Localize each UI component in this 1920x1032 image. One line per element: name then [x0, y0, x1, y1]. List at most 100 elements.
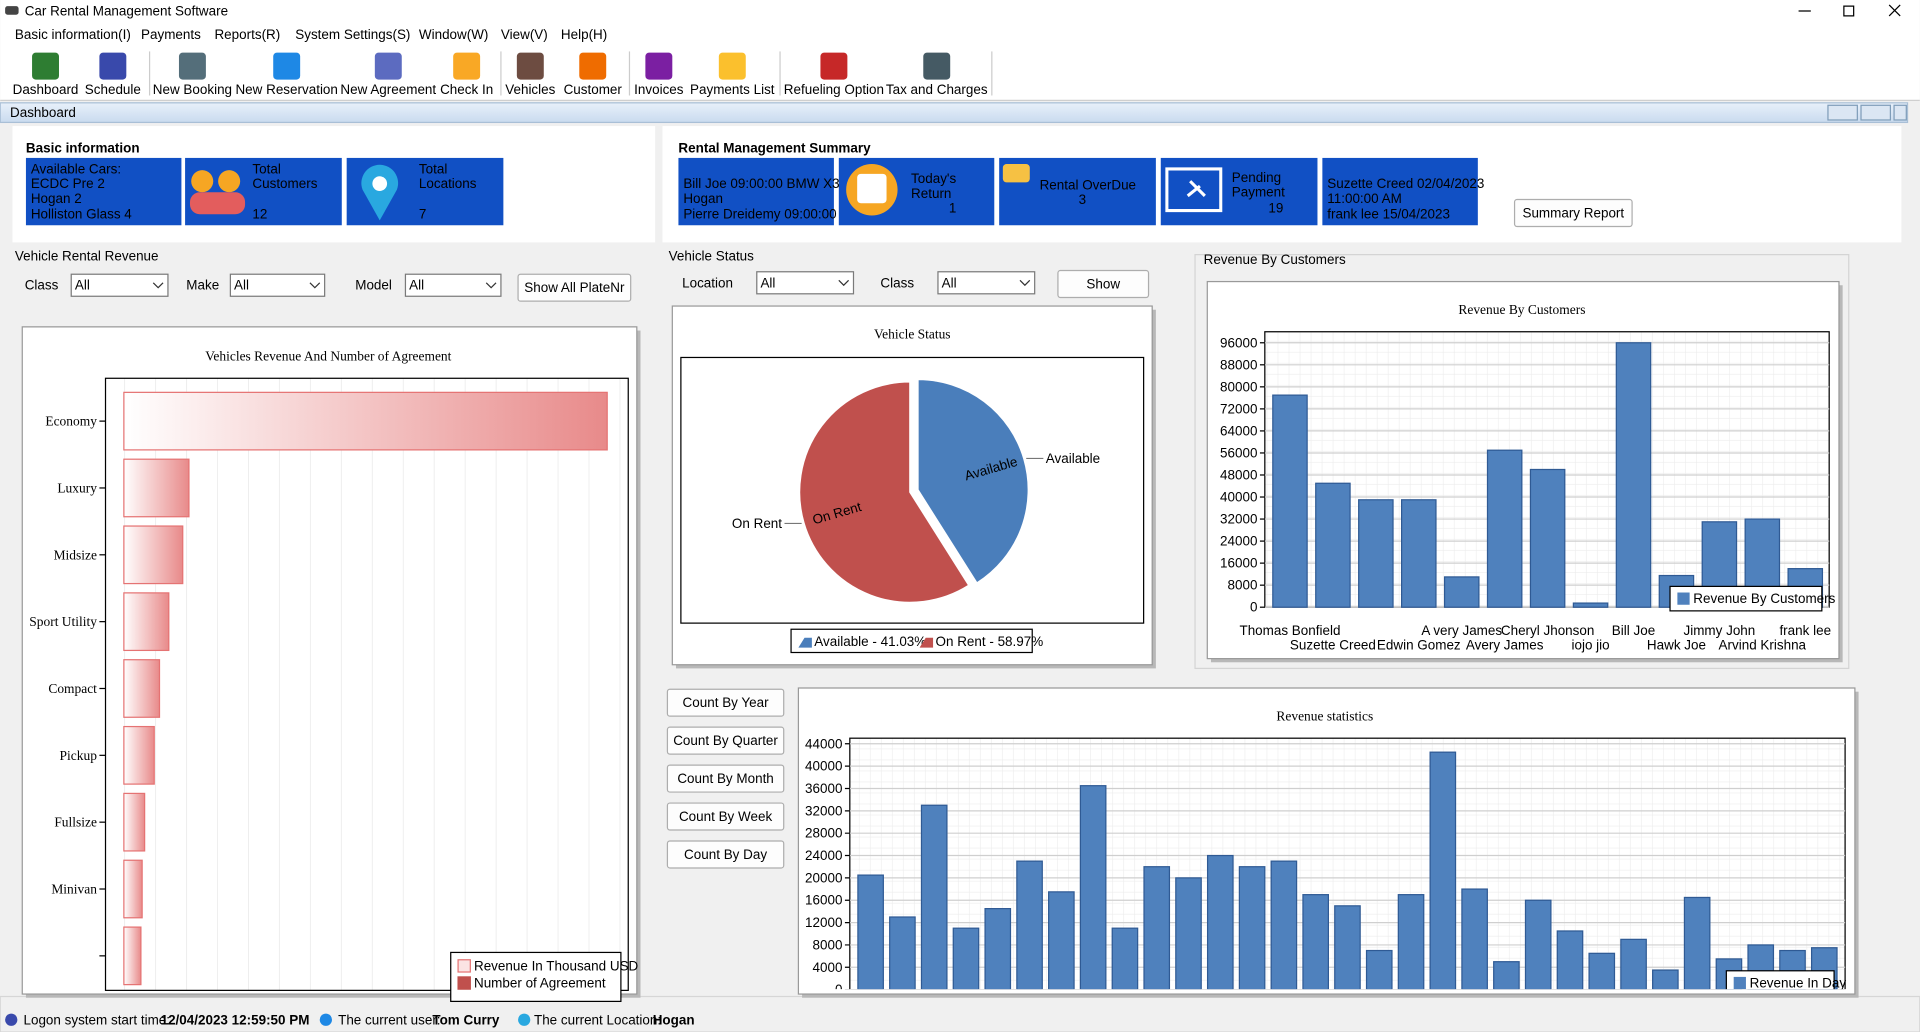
toolbar-button[interactable]: New Reservation	[235, 82, 337, 97]
count-button-label[interactable]: Count By Week	[679, 809, 772, 824]
toolbar-icon[interactable]	[516, 52, 544, 80]
combo-value[interactable]: All	[409, 278, 424, 293]
legend-label: Available - 41.03%	[814, 634, 926, 649]
filter-label: Model	[355, 278, 392, 293]
combo-box[interactable]	[937, 271, 1036, 295]
filter-label: Class	[880, 275, 914, 290]
count-button-label[interactable]: Count By Day	[684, 847, 767, 862]
x-tick-label: Jimmy John	[1683, 623, 1755, 638]
bar	[1652, 969, 1679, 990]
status-value: Tom Curry	[432, 1012, 500, 1027]
bar	[920, 804, 948, 990]
combo-arrow	[1019, 279, 1031, 287]
bar	[1048, 891, 1075, 990]
y-tick-label: Luxury	[57, 480, 97, 495]
filter-label: Class	[25, 278, 59, 293]
summary-button[interactable]	[1513, 198, 1633, 228]
filter-label: Make	[186, 278, 219, 293]
combo-value[interactable]: All	[760, 275, 775, 290]
y-tick-label: Pickup	[60, 748, 98, 763]
toolbar-icon[interactable]	[273, 52, 301, 80]
count-button[interactable]	[666, 688, 785, 717]
tile-text: Pending	[1232, 170, 1281, 185]
tile-text: Available Cars:	[31, 161, 121, 176]
legend-swatch	[1677, 592, 1690, 605]
status-label: The current Location:	[534, 1012, 661, 1027]
bar	[123, 525, 184, 585]
mdi-buttons[interactable]	[1827, 104, 1907, 121]
toolbar-button[interactable]: Vehicles	[505, 82, 555, 97]
x-tick-label: Arvind Krishna	[1719, 638, 1807, 653]
y-tick-label: 28000	[805, 826, 842, 841]
tile-text: frank lee 15/04/2023	[1327, 207, 1450, 222]
toolbar-button[interactable]: Check In	[440, 82, 493, 97]
toolbar-button[interactable]: New Agreement	[340, 82, 436, 97]
count-button-label[interactable]: Count By Year	[683, 695, 770, 710]
plot-group: 0 4000 8000 12000 16000 20000 24000 28000 32000 3…	[805, 736, 1846, 997]
toolbar-icon[interactable]	[645, 52, 673, 80]
menu-item[interactable]: Basic information(I)	[15, 27, 131, 42]
count-button-label[interactable]: Count By Month	[677, 771, 773, 786]
y-tick-label: 80000	[1220, 379, 1257, 394]
toolbar-button[interactable]: Dashboard	[13, 82, 79, 97]
toolbar-icon[interactable]	[374, 52, 402, 80]
menu-item[interactable]: Reports(R)	[214, 27, 280, 42]
tile-text: Customers	[252, 176, 317, 191]
combo-value[interactable]: All	[234, 278, 249, 293]
menu-item[interactable]: System Settings(S)	[295, 27, 410, 42]
tab-strip	[0, 102, 1909, 124]
toolbar-icon[interactable]	[99, 52, 127, 80]
toolbar-icon[interactable]	[923, 52, 951, 80]
combo-box[interactable]	[70, 273, 169, 297]
combo-value[interactable]: All	[75, 278, 90, 293]
menu-item[interactable]: View(V)	[501, 27, 548, 42]
toolbar-button[interactable]: Refueling Option	[784, 82, 884, 97]
toolbar-button[interactable]: New Booking	[153, 82, 232, 97]
toolbar-button[interactable]: Customer	[564, 82, 623, 97]
y-tick-label: 40000	[805, 759, 842, 774]
count-button[interactable]	[666, 764, 785, 793]
toolbar-button[interactable]: Payments List	[690, 82, 775, 97]
group-box	[1194, 254, 1850, 670]
count-button-label[interactable]: Count By Quarter	[673, 733, 778, 748]
bar	[1620, 938, 1647, 990]
show-button[interactable]	[1057, 269, 1150, 299]
tile-value: 3	[1079, 192, 1086, 207]
count-button[interactable]	[666, 726, 785, 755]
legend-swatch	[457, 976, 471, 990]
menu-item[interactable]: Window(W)	[419, 27, 489, 42]
toolbar-icon[interactable]	[718, 52, 746, 80]
toolbar-icon[interactable]	[453, 52, 481, 80]
show-button-label[interactable]: Show	[1086, 277, 1120, 292]
y-tick-label: 0	[835, 982, 842, 997]
toolbar-icon[interactable]	[579, 52, 607, 80]
bar	[952, 927, 980, 990]
toolbar-icon[interactable]	[820, 52, 848, 80]
menu-item[interactable]: Help(H)	[561, 27, 607, 42]
y-tick-label: 0	[1250, 600, 1257, 615]
tile-text: Today's	[911, 171, 956, 186]
tile-value: 1	[949, 201, 956, 216]
toolbar-button[interactable]: Schedule	[85, 82, 141, 97]
window-controls[interactable]	[1798, 4, 1901, 17]
combo-box[interactable]	[404, 273, 502, 297]
combo-box[interactable]	[756, 271, 855, 295]
combo-box[interactable]	[229, 273, 326, 297]
count-button[interactable]	[666, 840, 785, 869]
bar	[1079, 785, 1107, 990]
toolbar-icon[interactable]	[178, 52, 206, 80]
summary-button-label[interactable]: Summary Report	[1522, 206, 1624, 221]
count-button[interactable]	[666, 802, 785, 831]
menu-item[interactable]: Payments	[141, 27, 201, 42]
bar	[1493, 961, 1520, 990]
header-bg	[0, 0, 1920, 101]
show-plates-button-label[interactable]: Show All PlateNr	[524, 280, 625, 295]
toolbar-button[interactable]: Invoices	[634, 82, 684, 97]
show-plates-button[interactable]	[517, 273, 632, 302]
bar	[1486, 449, 1523, 608]
tile-value: 19	[1268, 201, 1283, 216]
info-tile	[678, 157, 834, 226]
toolbar-icon[interactable]	[32, 52, 59, 80]
combo-value[interactable]: All	[942, 275, 957, 290]
toolbar-button[interactable]: Tax and Charges	[886, 82, 988, 97]
